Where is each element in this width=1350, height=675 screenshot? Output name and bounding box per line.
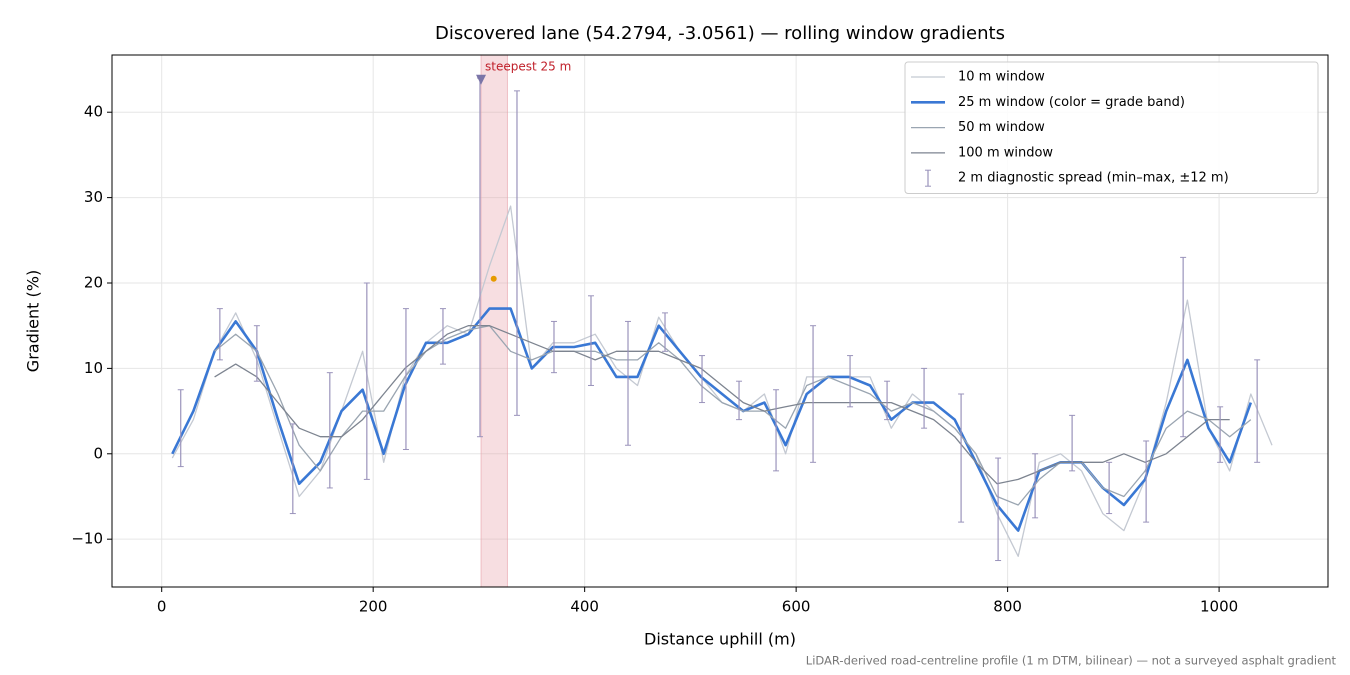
y-tick-label: 40	[84, 103, 103, 121]
highlight-band	[480, 54, 508, 588]
series-line	[214, 325, 1230, 485]
x-tick-label: 0	[157, 598, 167, 616]
legend-label: 100 m window	[958, 145, 1053, 160]
y-axis-label: Gradient (%)	[24, 270, 43, 372]
y-tick-label: 30	[84, 188, 103, 206]
peak-dot	[490, 275, 497, 282]
x-tick-label: 800	[993, 598, 1022, 616]
steepest-marker	[476, 74, 487, 85]
legend-label: 2 m diagnostic spread (min–max, ±12 m)	[958, 171, 1229, 186]
y-tick-label: 20	[84, 274, 103, 292]
x-tick-label: 1000	[1200, 598, 1238, 616]
legend-label: 25 m window (color = grade band)	[958, 95, 1185, 110]
y-tick-label: 0	[93, 444, 103, 462]
x-tick-label: 400	[570, 598, 599, 616]
y-tick-label: −10	[71, 530, 103, 548]
plot-frame	[111, 54, 1329, 588]
legend-box	[904, 61, 1319, 194]
chart-title: Discovered lane (54.2794, -3.0561) — rol…	[435, 23, 1005, 44]
x-tick-label: 200	[359, 598, 388, 616]
footnote: LiDAR-derived road-centreline profile (1…	[806, 654, 1337, 668]
highlight-label: steepest 25 m	[485, 59, 571, 73]
x-tick-label: 600	[782, 598, 811, 616]
x-axis-label: Distance uphill (m)	[644, 630, 796, 649]
legend-label: 50 m window	[958, 120, 1045, 135]
series-line	[171, 307, 1253, 532]
series-line	[171, 205, 1273, 557]
y-tick-label: 10	[84, 359, 103, 377]
legend-label: 10 m window	[958, 70, 1045, 85]
